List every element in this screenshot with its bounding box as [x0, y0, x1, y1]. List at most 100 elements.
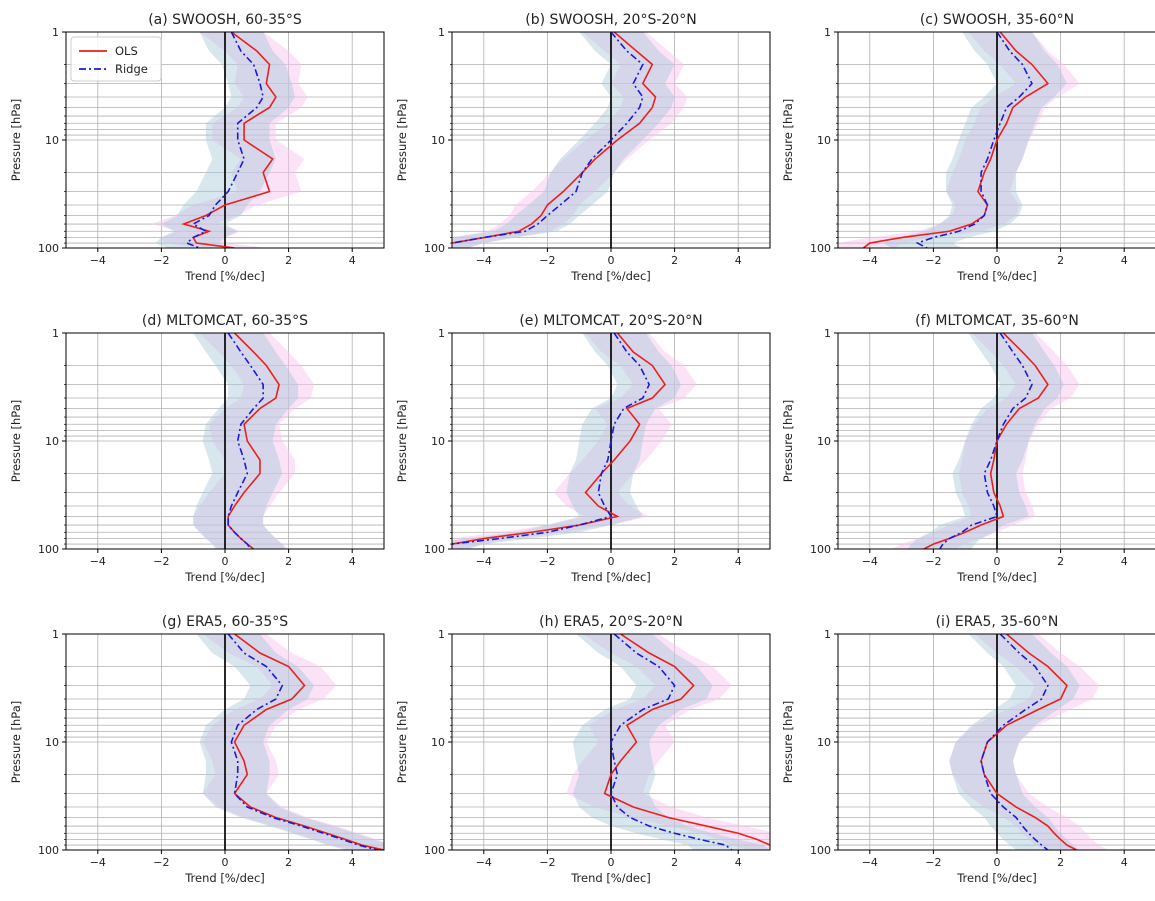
x-tick-label: 0: [994, 254, 1001, 267]
y-tick-label: 10: [817, 435, 831, 448]
ridge-line: [939, 333, 1033, 549]
y-tick-label: 100: [38, 242, 59, 255]
y-tick-label: 1: [438, 628, 445, 641]
x-tick-label: −4: [476, 856, 492, 869]
ridge-line: [452, 32, 644, 244]
ols-line: [452, 32, 657, 244]
y-axis-label: Pressure [hPa]: [395, 99, 409, 182]
ols-uncertainty-band: [202, 634, 384, 850]
y-tick-label: 1: [52, 628, 59, 641]
x-tick-label: 2: [1057, 254, 1064, 267]
x-tick-label: −2: [539, 254, 555, 267]
panel-h: −4 −2 0 2 4 1 10 100 (h) ERA5, 20°S-20°N Trend [%…: [395, 614, 771, 885]
ridge-uncertainty-band: [452, 32, 675, 248]
panel-g: −4 −2 0 2 4 1 10 100 (g) ERA5, 60-35°S Trend [%/d…: [9, 614, 385, 885]
y-tick-label: 1: [52, 327, 59, 340]
x-tick-label: −2: [153, 555, 169, 568]
x-axis-label: Trend [%/dec]: [184, 871, 265, 885]
x-tick-label: 0: [608, 555, 615, 568]
x-tick-label: 0: [222, 254, 229, 267]
y-axis-label: Pressure [hPa]: [9, 99, 23, 182]
legend-label-ridge: Ridge: [115, 62, 148, 76]
ridge-line: [915, 32, 1033, 248]
x-tick-label: 2: [285, 555, 292, 568]
y-tick-label: 100: [424, 844, 445, 857]
y-tick-label: 1: [824, 26, 831, 39]
x-tick-label: 2: [671, 555, 678, 568]
y-axis-label: Pressure [hPa]: [395, 701, 409, 784]
y-tick-label: 10: [817, 736, 831, 749]
x-tick-label: −4: [862, 555, 878, 568]
panel-title: (a) SWOOSH, 60-35°S: [148, 12, 302, 28]
x-tick-label: 0: [994, 555, 1001, 568]
plot-area: [151, 32, 308, 248]
ols-uncertainty-band: [949, 634, 1109, 850]
panel-title: (h) ERA5, 20°S-20°N: [539, 614, 683, 630]
x-axis-label: Trend [%/dec]: [956, 570, 1037, 584]
ols-uncertainty-band: [452, 32, 688, 248]
y-tick-label: 10: [431, 134, 445, 147]
y-tick-label: 100: [424, 543, 445, 556]
plot-area: [193, 333, 315, 549]
ridge-line: [610, 634, 733, 850]
ridge-uncertainty-band: [907, 333, 1064, 549]
ridge-line: [227, 634, 378, 850]
x-tick-label: −2: [153, 254, 169, 267]
x-tick-label: −2: [925, 856, 941, 869]
y-tick-label: 100: [810, 543, 831, 556]
panel-b: −4 −2 0 2 4 1 10 100 (b) SWOOSH, 20°S-20°N Trend …: [395, 12, 771, 283]
panel-title: (i) ERA5, 35-60°N: [936, 614, 1059, 630]
x-tick-label: −4: [90, 555, 106, 568]
y-tick-label: 1: [438, 26, 445, 39]
y-axis-label: Pressure [hPa]: [395, 400, 409, 483]
y-tick-label: 1: [824, 327, 831, 340]
panel-title: (d) MLTOMCAT, 60-35°S: [142, 313, 308, 329]
legend: OLS Ridge: [70, 36, 162, 82]
y-axis-label: Pressure [hPa]: [781, 99, 795, 182]
ols-line: [181, 32, 277, 248]
x-tick-label: −2: [153, 856, 169, 869]
panel-title: (g) ERA5, 60-35°S: [162, 614, 288, 630]
x-axis-label: Trend [%/dec]: [956, 269, 1037, 283]
ols-line: [452, 333, 667, 545]
x-axis-label: Trend [%/dec]: [570, 570, 651, 584]
x-tick-label: 4: [735, 555, 742, 568]
x-tick-label: 2: [285, 856, 292, 869]
y-tick-label: 100: [38, 844, 59, 857]
panel-title: (c) SWOOSH, 35-60°N: [920, 12, 1074, 28]
panel-title: (f) MLTOMCAT, 35-60°N: [915, 313, 1079, 329]
y-axis-label: Pressure [hPa]: [9, 400, 23, 483]
legend-box: [70, 36, 162, 82]
x-tick-label: −4: [90, 254, 106, 267]
ols-uncertainty-band: [193, 333, 315, 549]
plot-area: [452, 32, 688, 248]
ols-uncertainty-band: [452, 333, 697, 549]
y-axis-label: Pressure [hPa]: [781, 701, 795, 784]
ridge-uncertainty-band: [572, 634, 770, 850]
panel-a: −4 −2 0 2 4 1 10 100 (a) SWOOSH, 60-35°S Trend [%…: [9, 12, 385, 283]
y-tick-label: 10: [431, 435, 445, 448]
y-tick-label: 100: [424, 242, 445, 255]
y-tick-label: 10: [817, 134, 831, 147]
x-tick-label: −4: [476, 254, 492, 267]
y-tick-label: 1: [52, 26, 59, 39]
y-tick-label: 100: [810, 242, 831, 255]
x-tick-label: 4: [1121, 254, 1128, 267]
y-axis-label: Pressure [hPa]: [9, 701, 23, 784]
x-tick-label: 2: [1057, 856, 1064, 869]
panel-title: (b) SWOOSH, 20°S-20°N: [525, 12, 696, 28]
panel-title: (e) MLTOMCAT, 20°S-20°N: [519, 313, 702, 329]
x-tick-label: −2: [925, 254, 941, 267]
ridge-uncertainty-band: [193, 333, 299, 549]
panel-e: −4 −2 0 2 4 1 10 100 (e) MLTOMCAT, 20°S-20°N Tren…: [395, 313, 771, 584]
x-tick-label: 0: [608, 856, 615, 869]
x-tick-label: −2: [539, 555, 555, 568]
ols-uncertainty-band: [838, 32, 1080, 248]
ridge-uncertainty-band: [882, 32, 1067, 248]
x-axis-label: Trend [%/dec]: [184, 570, 265, 584]
x-tick-label: 4: [349, 254, 356, 267]
x-tick-label: 0: [222, 555, 229, 568]
plot-area: [452, 333, 697, 549]
